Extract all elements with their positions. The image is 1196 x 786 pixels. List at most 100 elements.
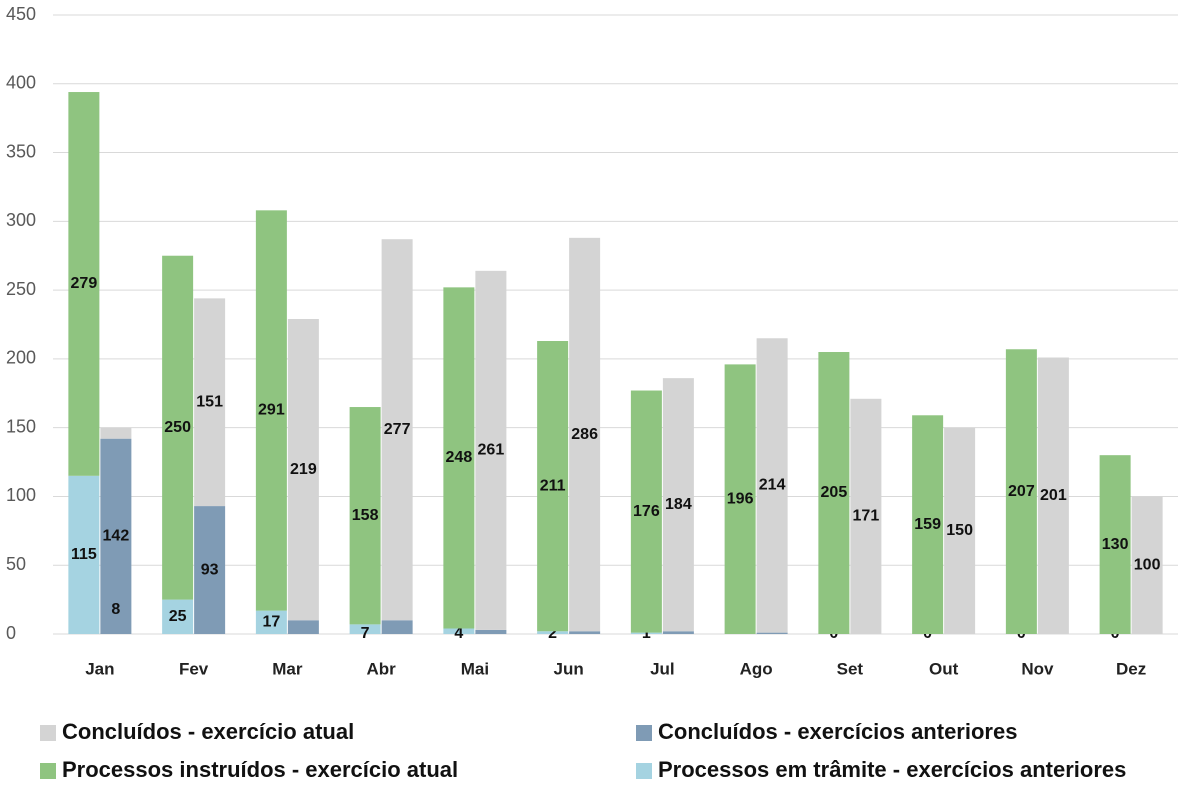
- value-label: 7: [361, 625, 370, 642]
- legend-label: Processos em trâmite - exercícios anteri…: [658, 757, 1126, 782]
- bar-segment: [756, 632, 788, 634]
- bar-segment: [287, 318, 319, 621]
- y-tick-label: 150: [6, 416, 36, 436]
- legend-label: Concluídos - exercício atual: [62, 719, 354, 744]
- legend-swatch: [636, 725, 652, 741]
- bar-segment: [569, 631, 601, 634]
- bar-segment: [100, 427, 132, 439]
- bar-segment: [1131, 496, 1163, 634]
- y-tick-label: 100: [6, 485, 36, 505]
- legend-swatch: [40, 763, 56, 779]
- x-tick-label: Fev: [179, 659, 209, 678]
- value-label: 158: [352, 507, 379, 524]
- y-tick-label: 350: [6, 141, 36, 161]
- bar-segment: [724, 364, 756, 634]
- value-label: 93: [201, 561, 219, 578]
- x-tick-label: Mai: [461, 659, 489, 678]
- bar-segment: [850, 398, 882, 634]
- bar-segment: [662, 378, 694, 632]
- value-label: 25: [169, 608, 187, 625]
- value-label: 277: [384, 421, 411, 438]
- value-label: 2: [548, 625, 557, 642]
- bar-segment: [68, 475, 100, 634]
- bar-segment: [443, 287, 475, 629]
- value-label: 250: [164, 419, 191, 436]
- bar-segment: [537, 631, 569, 634]
- bar-segment: [349, 624, 381, 634]
- bar-segment: [818, 352, 850, 634]
- x-tick-label: Set: [837, 659, 864, 678]
- bar-segment: [537, 341, 569, 632]
- legend-swatch: [636, 763, 652, 779]
- bar-segment: [162, 255, 194, 600]
- y-tick-label: 200: [6, 348, 36, 368]
- value-label: 205: [821, 484, 848, 501]
- bar-segment: [349, 407, 381, 625]
- x-tick-label: Ago: [740, 659, 773, 678]
- value-label: 4: [454, 625, 463, 642]
- bar-segment: [944, 427, 976, 634]
- value-label: 171: [853, 508, 880, 525]
- bar-segment: [381, 620, 413, 634]
- x-tick-label: Nov: [1021, 659, 1054, 678]
- bar-segment: [194, 506, 226, 634]
- value-label: 130: [1102, 536, 1129, 553]
- x-tick-label: Jul: [650, 659, 675, 678]
- legend-swatch: [40, 725, 56, 741]
- bar-segment: [475, 629, 507, 634]
- bar-segment: [1005, 349, 1037, 634]
- legend-label: Processos instruídos - exercício atual: [62, 757, 458, 782]
- y-tick-label: 300: [6, 210, 36, 230]
- x-tick-label: Mar: [272, 659, 303, 678]
- value-label: 291: [258, 402, 285, 419]
- y-tick-label: 250: [6, 279, 36, 299]
- value-label: 176: [633, 503, 660, 520]
- value-label: 184: [665, 496, 692, 513]
- value-label: 151: [196, 393, 223, 410]
- value-label: 279: [71, 275, 98, 292]
- value-label: 1: [642, 625, 651, 642]
- x-tick-label: Out: [929, 659, 959, 678]
- legend-label: Concluídos - exercícios anteriores: [658, 719, 1017, 744]
- y-tick-label: 50: [6, 554, 26, 574]
- bar-segment: [1037, 357, 1069, 634]
- x-tick-label: Abr: [366, 659, 396, 678]
- bar-segment: [194, 298, 226, 507]
- bar-segment: [100, 438, 132, 634]
- value-label: 142: [103, 528, 130, 545]
- bar-segment: [381, 239, 413, 621]
- bar-segment: [662, 631, 694, 634]
- value-label: 261: [478, 442, 505, 459]
- bar-segment: [756, 338, 788, 633]
- x-tick-label: Jan: [85, 659, 114, 678]
- bar-segment: [475, 270, 507, 630]
- bar-segment: [912, 415, 944, 634]
- value-label: 196: [727, 490, 754, 507]
- bar-segment: [630, 390, 662, 633]
- y-tick-label: 450: [6, 4, 36, 24]
- bar-segment: [287, 620, 319, 634]
- bar-segment: [68, 92, 100, 476]
- bar-segment: [630, 632, 662, 634]
- x-tick-label: Jun: [554, 659, 584, 678]
- value-label: 17: [262, 614, 280, 631]
- bar-segment: [1099, 455, 1131, 634]
- bar-segment: [255, 610, 287, 634]
- value-label: 207: [1008, 483, 1035, 500]
- value-label: 115: [71, 546, 97, 563]
- y-tick-label: 0: [6, 623, 16, 643]
- value-label: 248: [446, 449, 473, 466]
- bar-segment: [569, 237, 601, 632]
- value-label: 8: [111, 601, 120, 618]
- value-label: 214: [759, 477, 786, 494]
- value-label: 211: [540, 477, 566, 494]
- x-tick-label: Dez: [1116, 659, 1146, 678]
- value-label: 286: [571, 426, 598, 443]
- value-label: 100: [1134, 556, 1161, 573]
- value-label: 201: [1040, 487, 1067, 504]
- value-label: 150: [946, 522, 973, 539]
- bar-segment: [162, 599, 194, 634]
- y-tick-label: 400: [6, 73, 36, 93]
- value-label: 159: [914, 516, 941, 533]
